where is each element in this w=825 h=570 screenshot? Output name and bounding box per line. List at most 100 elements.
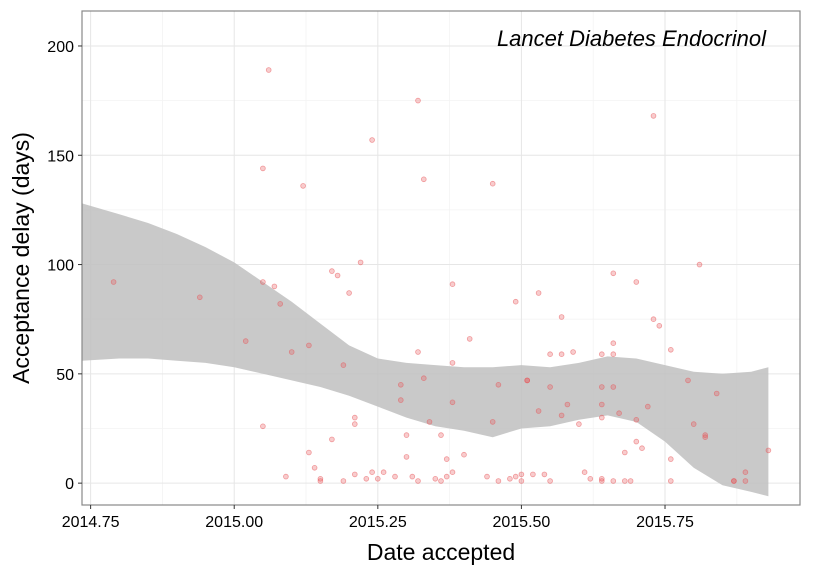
y-tick-label: 100 [47, 258, 74, 275]
data-point [260, 423, 266, 430]
data-point [621, 478, 628, 484]
data-point [742, 469, 749, 476]
data-point [449, 281, 456, 288]
data-point [742, 478, 749, 484]
data-point [535, 290, 542, 296]
data-point [598, 351, 605, 358]
data-point [426, 419, 433, 425]
data-point [466, 336, 473, 342]
data-point [449, 360, 456, 366]
data-point [346, 290, 352, 296]
data-point [650, 113, 657, 119]
data-point [288, 349, 295, 355]
x-axis-title: Date accepted [367, 539, 515, 565]
data-point [667, 456, 674, 462]
data-point [415, 349, 421, 355]
data-point [420, 176, 427, 183]
data-point [650, 316, 657, 323]
x-axis: 2014.75 2015.00 2015.25 2015.50 2015.75 [62, 505, 694, 531]
data-point [587, 475, 594, 482]
data-point [265, 67, 272, 73]
data-point [547, 351, 553, 358]
data-point [518, 478, 525, 484]
data-point [702, 434, 708, 441]
data-point [300, 183, 306, 189]
data-point [334, 272, 341, 279]
data-points [110, 67, 772, 484]
data-point [397, 397, 404, 403]
data-point [351, 414, 358, 421]
data-point [558, 351, 565, 358]
data-point [558, 314, 565, 320]
data-point [260, 279, 266, 285]
data-point [518, 471, 525, 478]
data-point [484, 473, 490, 480]
data-point [610, 351, 617, 358]
y-tick-label: 50 [56, 367, 74, 384]
data-point [610, 384, 617, 390]
data-point [598, 384, 605, 390]
data-point [547, 478, 553, 484]
data-point [420, 375, 427, 382]
data-point [461, 451, 467, 458]
data-point [713, 390, 720, 397]
data-point [570, 349, 576, 355]
data-point [260, 165, 266, 172]
data-point [380, 469, 387, 476]
data-point [512, 298, 519, 305]
data-point [633, 438, 640, 445]
data-point [340, 478, 347, 484]
journal-annotation: Lancet Diabetes Endocrinol [497, 26, 767, 51]
data-point [357, 259, 364, 266]
data-point [443, 456, 450, 462]
y-axis-title: Acceptance delay (days) [8, 132, 34, 384]
data-point [616, 410, 622, 417]
data-point [392, 473, 398, 480]
data-point [403, 432, 410, 438]
data-point [432, 475, 439, 482]
data-point [731, 478, 737, 484]
data-point [317, 478, 324, 484]
data-point [656, 322, 663, 329]
data-point [449, 399, 456, 406]
data-point [535, 408, 542, 414]
data-point [644, 403, 651, 410]
data-point [667, 478, 674, 484]
data-point [277, 301, 284, 307]
data-point [633, 416, 640, 423]
data-point [621, 449, 628, 456]
data-point [340, 362, 347, 368]
minor-gridlines [82, 11, 800, 505]
data-point [598, 401, 605, 408]
data-point [541, 471, 548, 478]
data-point [512, 473, 519, 480]
data-point [610, 478, 617, 484]
data-point [415, 478, 421, 484]
data-point [627, 478, 634, 484]
x-tick-label: 2015.25 [349, 514, 407, 531]
data-point [374, 475, 381, 482]
y-tick-label: 0 [65, 476, 74, 493]
plot-panel-border [81, 10, 801, 506]
data-point [351, 471, 358, 478]
data-point [415, 97, 421, 104]
data-point [765, 447, 772, 454]
data-point [242, 338, 249, 344]
data-point [369, 469, 375, 476]
data-point [524, 377, 530, 384]
data-point [696, 261, 703, 268]
x-tick-label: 2015.75 [636, 514, 694, 531]
data-point [271, 283, 278, 290]
data-point [403, 454, 410, 460]
data-point [598, 414, 605, 421]
data-point [507, 475, 513, 482]
data-point [329, 268, 335, 274]
data-point [489, 180, 496, 187]
data-point [306, 342, 312, 349]
data-point [363, 475, 370, 482]
x-tick-label: 2015.00 [205, 514, 263, 531]
confidence-band [82, 203, 769, 497]
data-point [530, 471, 536, 478]
data-point [110, 279, 117, 285]
data-point [311, 464, 318, 471]
